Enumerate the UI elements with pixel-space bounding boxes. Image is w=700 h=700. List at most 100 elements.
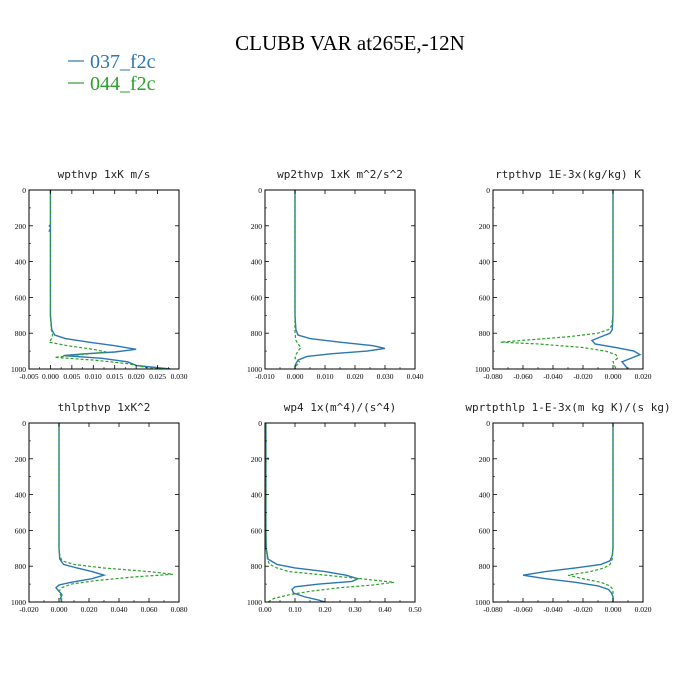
y-tick-label: 800	[251, 562, 263, 571]
y-tick-label: 600	[479, 526, 491, 535]
y-tick-label: 800	[479, 562, 491, 571]
x-tick-label: 0.025	[149, 372, 166, 381]
y-tick-label: 400	[479, 258, 491, 267]
panel-4: thlpthvp 1xK^2 -0.020 0.000 0.020 0.040 0.060…	[11, 401, 188, 614]
x-tick-label: 0.080	[171, 605, 188, 614]
y-tick-label: 1000	[475, 365, 490, 374]
x-tick-label: -0.040	[543, 605, 563, 614]
series-line-044_f2c	[500, 190, 619, 369]
series-line-037_f2c	[265, 423, 361, 602]
y-tick-label: 800	[251, 329, 263, 338]
y-tick-label: 400	[251, 491, 263, 500]
x-tick-label: 0.020	[81, 605, 98, 614]
x-tick-label: 0.005	[63, 372, 80, 381]
series-line-037_f2c	[49, 190, 171, 369]
x-tick-label: -0.020	[19, 605, 39, 614]
x-tick-label: 0.000	[605, 372, 622, 381]
y-tick-label: 600	[251, 526, 263, 535]
panels: wpthvp 1xK m/s-0.005 0.000 0.005 0.010 0.015…	[11, 168, 671, 614]
y-tick-label: 600	[479, 293, 491, 302]
x-tick-label: 0.060	[141, 605, 158, 614]
x-tick-label: 0.030	[377, 372, 394, 381]
panel-title: wpthvp 1xK m/s	[58, 168, 151, 181]
panel-1: wpthvp 1xK m/s -0.005 0.000 0.005 0.010 0.015…	[11, 168, 188, 381]
x-tick-label: 0.040	[407, 372, 424, 381]
panel-title: wp4 1x(m^4)/(s^4)	[284, 401, 397, 414]
x-tick-label: 0.20	[318, 605, 331, 614]
y-tick-label: 600	[15, 293, 27, 302]
y-tick-label: 800	[15, 329, 27, 338]
y-tick-label: 800	[15, 562, 27, 571]
x-tick-label: 0.30	[348, 605, 361, 614]
x-tick-label: 0.020	[635, 372, 652, 381]
y-tick-label: 200	[251, 222, 263, 231]
y-tick-label: 400	[251, 258, 263, 267]
series-line-044_f2c	[294, 190, 302, 369]
plot-frame	[492, 189, 644, 370]
x-tick-label: 0.010	[317, 372, 334, 381]
series-line-044_f2c	[48, 190, 167, 369]
y-tick-label: 1000	[247, 598, 262, 607]
series-line-037_f2c	[522, 423, 614, 602]
y-tick-label: 200	[479, 455, 491, 464]
x-tick-label: 0.10	[288, 605, 301, 614]
y-tick-label: 800	[479, 329, 491, 338]
x-tick-label: 0.000	[51, 605, 68, 614]
panel-title: wprtpthlp 1-E-3x(m kg K)/(s kg)	[465, 401, 670, 414]
y-tick-label: 0	[258, 419, 262, 428]
y-tick-label: 1000	[247, 365, 262, 374]
y-tick-label: 200	[15, 222, 27, 231]
y-tick-label: 200	[479, 222, 491, 231]
y-tick-label: 1000	[11, 365, 26, 374]
x-tick-label: -0.080	[483, 605, 503, 614]
x-tick-label: -0.005	[19, 372, 39, 381]
y-tick-label: 600	[15, 526, 27, 535]
y-tick-label: 200	[15, 455, 27, 464]
x-tick-label: -0.060	[513, 605, 533, 614]
series-line-044_f2c	[58, 423, 174, 602]
plot-frame	[264, 422, 416, 603]
legend-label-044: 044_f2c	[90, 73, 156, 95]
x-tick-label: 0.50	[408, 605, 421, 614]
x-tick-label: -0.020	[573, 605, 593, 614]
panel-6: wprtpthlp 1-E-3x(m kg K)/(s kg) -0.080 -0.…	[465, 401, 670, 614]
x-tick-label: 0.000	[287, 372, 304, 381]
series-line-037_f2c	[590, 190, 642, 369]
panel-2: wp2thvp 1xK m^2/s^2 -0.010 0.000 0.010 0.020…	[247, 168, 424, 381]
y-tick-label: 0	[486, 419, 490, 428]
figure-title: CLUBB VAR at265E,-12N	[235, 31, 465, 55]
x-tick-label: -0.040	[543, 372, 563, 381]
y-tick-label: 1000	[475, 598, 490, 607]
x-tick-label: 0.020	[347, 372, 364, 381]
panel-title: rtpthvp 1E-3x(kg/kg) K	[495, 168, 641, 181]
y-tick-label: 400	[479, 491, 491, 500]
x-tick-label: 0.040	[111, 605, 128, 614]
x-tick-label: 0.00	[258, 605, 271, 614]
legend: 037_f2c 044_f2c	[68, 51, 156, 95]
x-tick-label: 0.000	[605, 605, 622, 614]
series-line-037_f2c	[55, 423, 107, 602]
x-tick-label: 0.020	[128, 372, 145, 381]
x-tick-label: 0.000	[42, 372, 59, 381]
y-tick-label: 0	[258, 186, 262, 195]
y-tick-label: 0	[22, 419, 26, 428]
y-tick-label: 400	[15, 258, 27, 267]
x-tick-label: 0.015	[106, 372, 123, 381]
y-tick-label: 1000	[11, 598, 26, 607]
y-tick-label: 600	[251, 293, 263, 302]
x-tick-label: -0.010	[255, 372, 275, 381]
x-tick-label: 0.030	[171, 372, 188, 381]
panel-title: thlpthvp 1xK^2	[58, 401, 151, 414]
x-tick-label: 0.010	[85, 372, 102, 381]
panel-3: rtpthvp 1E-3x(kg/kg) K -0.080 -0.060 -0.040…	[475, 168, 652, 381]
y-tick-label: 0	[486, 186, 490, 195]
panel-5: wp4 1x(m^4)/(s^4) 0.00 0.10 0.20 0.30 0.40 0.5…	[247, 401, 422, 614]
panel-title: wp2thvp 1xK m^2/s^2	[277, 168, 403, 181]
x-tick-label: -0.060	[513, 372, 533, 381]
x-tick-label: 0.40	[378, 605, 391, 614]
y-tick-label: 200	[251, 455, 263, 464]
y-tick-label: 0	[22, 186, 26, 195]
x-tick-label: 0.020	[635, 605, 652, 614]
series-line-044_f2c	[567, 423, 614, 602]
